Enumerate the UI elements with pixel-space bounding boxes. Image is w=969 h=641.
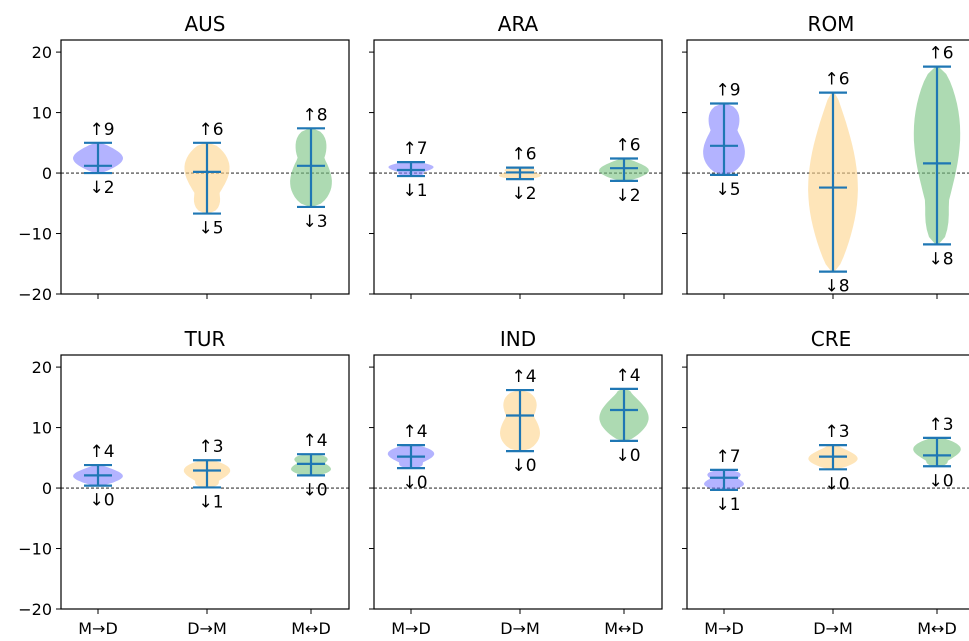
y-tick-label: −10 bbox=[18, 540, 52, 559]
panel-title: ARA bbox=[498, 12, 539, 36]
panel-title: ROM bbox=[808, 12, 855, 36]
down-count-label: ↓3 bbox=[302, 212, 327, 232]
x-tick-label: D→M bbox=[187, 619, 227, 638]
down-count-label: ↓1 bbox=[715, 495, 740, 515]
violin-m-to-d: ↑9 ↓5 bbox=[703, 81, 745, 200]
down-count-label: ↓0 bbox=[615, 446, 640, 466]
violin-m-to-d: ↑7 ↓1 bbox=[388, 139, 434, 201]
panel-ara: ARA ↑7 ↓1 ↑6 ↓2 ↑6 ↓2 bbox=[369, 12, 663, 299]
violin-m-to-d: ↑4 ↓0 bbox=[387, 422, 435, 493]
x-tick-label: M→D bbox=[391, 619, 431, 638]
down-count-label: ↓8 bbox=[928, 249, 953, 269]
violin-m-bi-d: ↑4 ↓0 bbox=[291, 431, 331, 500]
violin-m-to-d: ↑4 ↓0 bbox=[73, 442, 123, 511]
down-count-label: ↓1 bbox=[402, 181, 427, 201]
panel-rom: ROM ↑9 ↓5 ↑6 ↓8 ↑6 ↓8 bbox=[682, 12, 969, 299]
panel-frame bbox=[60, 39, 350, 295]
up-count-label: ↑4 bbox=[402, 422, 427, 442]
violin-d-to-m: ↑6 ↓5 bbox=[184, 120, 230, 239]
violin-d-to-m: ↑3 ↓1 bbox=[183, 437, 231, 512]
up-count-label: ↑8 bbox=[302, 105, 327, 125]
x-tick-label: M→D bbox=[78, 619, 118, 638]
up-count-label: ↑4 bbox=[302, 431, 327, 451]
violin-d-to-m: ↑6 ↓2 bbox=[499, 145, 541, 204]
panel-frame bbox=[686, 354, 969, 610]
up-count-label: ↑3 bbox=[824, 422, 849, 442]
x-tick-label: M↔D bbox=[604, 619, 644, 638]
panel-frame bbox=[373, 354, 663, 610]
down-count-label: ↓5 bbox=[715, 180, 740, 200]
panel-tur: TUR ↑4 ↓0 ↑3 ↓1 ↑4 ↓0 20 10 0 −10 −20 M→D D→M M↔D bbox=[18, 327, 350, 638]
up-count-label: ↑6 bbox=[824, 70, 849, 90]
up-count-label: ↑4 bbox=[89, 442, 114, 462]
violin-d-to-m: ↑4 ↓0 bbox=[500, 367, 540, 476]
violin-m-bi-d: ↑4 ↓0 bbox=[599, 366, 649, 466]
up-count-label: ↑3 bbox=[198, 437, 223, 457]
up-count-label: ↑9 bbox=[715, 81, 740, 101]
y-tick-label: 0 bbox=[42, 164, 52, 183]
violin-m-bi-d: ↑6 ↓2 bbox=[599, 136, 649, 206]
up-count-label: ↑7 bbox=[715, 447, 740, 467]
panel-title: AUS bbox=[184, 12, 225, 36]
down-count-label: ↓2 bbox=[89, 178, 114, 198]
y-tick-label: −10 bbox=[18, 225, 52, 244]
violin-d-to-m: ↑6 ↓8 bbox=[808, 70, 858, 297]
violin-m-to-d: ↑7 ↓1 bbox=[704, 447, 744, 515]
panel-ind: IND ↑4 ↓0 ↑4 ↓0 ↑4 ↓0 M→D D→M M↔D bbox=[369, 327, 663, 638]
y-tick-label: 10 bbox=[32, 419, 52, 438]
down-count-label: ↓8 bbox=[824, 277, 849, 297]
panel-title: IND bbox=[500, 327, 536, 351]
up-count-label: ↑4 bbox=[511, 367, 536, 387]
down-count-label: ↓0 bbox=[89, 491, 114, 511]
down-count-label: ↓1 bbox=[198, 492, 223, 512]
panel-aus: AUS ↑9 ↓2 ↑6 ↓5 ↑8 ↓3 20 10 0 −10 −20 bbox=[18, 12, 350, 304]
violin-m-to-d: ↑9 ↓2 bbox=[73, 120, 123, 198]
violin-m-bi-d: ↑8 ↓3 bbox=[290, 105, 332, 232]
violin-d-to-m: ↑3 ↓0 bbox=[808, 422, 858, 494]
panel-title: CRE bbox=[811, 327, 852, 351]
y-tick-label: 20 bbox=[32, 358, 52, 377]
violin-m-bi-d: ↑6 ↓8 bbox=[913, 44, 961, 269]
y-tick-label: 10 bbox=[32, 104, 52, 123]
y-tick-label: 0 bbox=[42, 479, 52, 498]
x-tick-label: M↔D bbox=[291, 619, 331, 638]
x-tick-label: D→M bbox=[500, 619, 540, 638]
x-tick-label: D→M bbox=[813, 619, 853, 638]
x-tick-label: M→D bbox=[704, 619, 744, 638]
down-count-label: ↓0 bbox=[824, 474, 849, 494]
violin-m-bi-d: ↑3 ↓0 bbox=[913, 415, 961, 491]
down-count-label: ↓2 bbox=[511, 184, 536, 204]
x-tick-label: M↔D bbox=[917, 619, 957, 638]
up-count-label: ↑6 bbox=[615, 136, 640, 156]
y-tick-label: −20 bbox=[18, 285, 52, 304]
up-count-label: ↑6 bbox=[198, 120, 223, 140]
y-tick-label: 20 bbox=[32, 43, 52, 62]
down-count-label: ↓2 bbox=[615, 186, 640, 206]
down-count-label: ↓0 bbox=[302, 480, 327, 500]
down-count-label: ↓0 bbox=[402, 473, 427, 493]
down-count-label: ↓0 bbox=[928, 471, 953, 491]
up-count-label: ↑6 bbox=[928, 44, 953, 64]
panel-title: TUR bbox=[184, 327, 226, 351]
up-count-label: ↑3 bbox=[928, 415, 953, 435]
up-count-label: ↑6 bbox=[511, 145, 536, 165]
up-count-label: ↑4 bbox=[615, 366, 640, 386]
down-count-label: ↓5 bbox=[198, 219, 223, 239]
up-count-label: ↑7 bbox=[402, 139, 427, 159]
panel-frame bbox=[60, 354, 350, 610]
down-count-label: ↓0 bbox=[511, 456, 536, 476]
panel-frame bbox=[373, 39, 663, 295]
y-tick-label: −20 bbox=[18, 600, 52, 619]
panel-cre: CRE ↑7 ↓1 ↑3 ↓0 ↑3 ↓0 M→D D→M M↔D bbox=[682, 327, 969, 638]
up-count-label: ↑9 bbox=[89, 120, 114, 140]
panel-frame bbox=[686, 39, 969, 295]
